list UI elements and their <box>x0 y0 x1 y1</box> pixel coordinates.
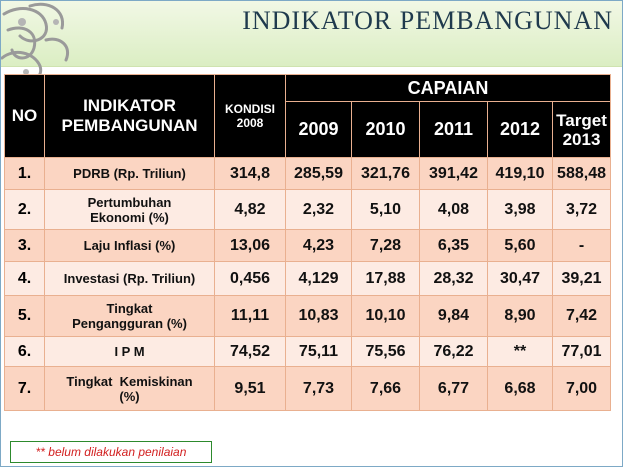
row-indicator: Laju Inflasi (%) <box>44 229 215 262</box>
value-2011: 28,32 <box>419 261 488 296</box>
value-target-2013: 7,42 <box>551 295 612 337</box>
value-target-2013: 77,01 <box>551 336 612 367</box>
value-2012: 3,98 <box>487 189 553 230</box>
value-kondisi-2008: 314,8 <box>214 157 286 190</box>
table-row-pertumbuhan-ekonomi: 2. Pertumbuhan Ekonomi (%) 4,82 2,32 5,1… <box>4 189 612 230</box>
row-number: 1. <box>4 157 45 190</box>
slide-title: INDIKATOR PEMBANGUNAN <box>242 6 613 35</box>
value-2012: ** <box>487 336 553 367</box>
value-kondisi-2008: 11,11 <box>214 295 286 337</box>
header-target-line1: Target <box>556 110 607 130</box>
row-indicator: I P M <box>44 336 215 367</box>
indicator-line1: Laju Inflasi (%) <box>83 238 176 253</box>
table-row-laju-inflasi: 3. Laju Inflasi (%) 13,06 4,23 7,28 6,35… <box>4 229 612 262</box>
value-2011: 391,42 <box>419 157 488 190</box>
value-kondisi-2008: 0,456 <box>214 261 286 296</box>
header-kondisi-line2: 2008 <box>236 116 264 130</box>
header-kondisi-line1: KONDISI <box>224 102 275 116</box>
header-capaian: CAPAIAN <box>284 74 612 102</box>
table-row-investasi: 4. Investasi (Rp. Triliun) 0,456 4,129 1… <box>4 261 612 296</box>
indicator-line1: PDRB (Rp. Triliun) <box>73 166 186 181</box>
indicator-line1: Investasi (Rp. Triliun) <box>63 271 196 286</box>
value-2012: 419,10 <box>487 157 553 190</box>
value-2011: 4,08 <box>419 189 488 230</box>
row-number: 3. <box>4 229 45 262</box>
value-kondisi-2008: 9,51 <box>214 366 286 411</box>
header-year-2012: 2012 <box>487 101 553 158</box>
value-2012: 8,90 <box>487 295 553 337</box>
value-target-2013: 39,21 <box>551 261 612 296</box>
value-2009: 75,11 <box>285 336 352 367</box>
value-2009: 4,23 <box>285 229 352 262</box>
row-indicator: Tingkat Kemiskinan (%) <box>44 366 215 411</box>
value-2010: 321,76 <box>351 157 420 190</box>
value-target-2013: 3,72 <box>551 189 612 230</box>
value-kondisi-2008: 13,06 <box>214 229 286 262</box>
value-2011: 6,35 <box>419 229 488 262</box>
value-2009: 4,129 <box>285 261 352 296</box>
indicator-line2: Pengangguran (%) <box>72 316 187 331</box>
header-indikator-line2: PEMBANGUNAN <box>61 116 198 135</box>
value-2009: 2,32 <box>285 189 352 230</box>
value-2010: 5,10 <box>351 189 420 230</box>
header-target: Target 2013 <box>551 101 612 158</box>
header-indikator: INDIKATOR PEMBANGUNAN <box>44 74 215 158</box>
value-2011: 6,77 <box>419 366 488 411</box>
value-target-2013: - <box>551 229 612 262</box>
footnote-box: ** belum dilakukan penilaian <box>10 441 212 463</box>
value-2009: 10,83 <box>285 295 352 337</box>
value-kondisi-2008: 74,52 <box>214 336 286 367</box>
row-number: 4. <box>4 261 45 296</box>
row-indicator: Investasi (Rp. Triliun) <box>44 261 215 296</box>
row-indicator: Pertumbuhan Ekonomi (%) <box>44 189 215 230</box>
value-2012: 6,68 <box>487 366 553 411</box>
row-number: 2. <box>4 189 45 230</box>
indicator-line2: Ekonomi (%) <box>90 209 169 225</box>
header-indikator-line1: INDIKATOR <box>83 96 176 115</box>
header-year-2011: 2011 <box>419 101 488 158</box>
header-kondisi: KONDISI 2008 <box>214 74 286 158</box>
value-target-2013: 588,48 <box>551 157 612 190</box>
header-year-2010: 2010 <box>351 101 420 158</box>
table-row-pdrb: 1. PDRB (Rp. Triliun) 314,8 285,59 321,7… <box>4 157 612 190</box>
value-2010: 7,66 <box>351 366 420 411</box>
indicator-line1: Tingkat <box>106 301 153 316</box>
value-target-2013: 7,00 <box>551 366 612 411</box>
row-indicator: Tingkat Pengangguran (%) <box>44 295 215 337</box>
value-2012: 30,47 <box>487 261 553 296</box>
header-year-2009: 2009 <box>285 101 352 158</box>
row-indicator: PDRB (Rp. Triliun) <box>44 157 215 190</box>
header-no: NO <box>4 74 45 158</box>
value-2011: 9,84 <box>419 295 488 337</box>
value-2010: 17,88 <box>351 261 420 296</box>
indicator-line1: Tingkat Kemiskinan <box>66 373 193 389</box>
indicator-line2: (%) <box>119 388 140 404</box>
row-number: 6. <box>4 336 45 367</box>
value-2012: 5,60 <box>487 229 553 262</box>
value-2010: 75,56 <box>351 336 420 367</box>
value-2009: 285,59 <box>285 157 352 190</box>
title-band <box>0 0 623 67</box>
value-2009: 7,73 <box>285 366 352 411</box>
indikator-table: NO INDIKATOR PEMBANGUNAN KONDISI 2008 CA… <box>4 74 612 411</box>
table-row-kemiskinan: 7. Tingkat Kemiskinan (%) 9,51 7,73 7,66… <box>4 366 612 411</box>
value-2010: 10,10 <box>351 295 420 337</box>
indicator-line1: I P M <box>114 344 145 359</box>
row-number: 7. <box>4 366 45 411</box>
indicator-line1: Pertumbuhan <box>87 194 172 210</box>
row-number: 5. <box>4 295 45 337</box>
table-row-pengangguran: 5. Tingkat Pengangguran (%) 11,11 10,83 … <box>4 295 612 337</box>
table-row-ipm: 6. I P M 74,52 75,11 75,56 76,22 ** 77,0… <box>4 336 612 367</box>
value-2011: 76,22 <box>419 336 488 367</box>
value-2010: 7,28 <box>351 229 420 262</box>
value-kondisi-2008: 4,82 <box>214 189 286 230</box>
header-target-line2: 2013 <box>562 129 601 149</box>
